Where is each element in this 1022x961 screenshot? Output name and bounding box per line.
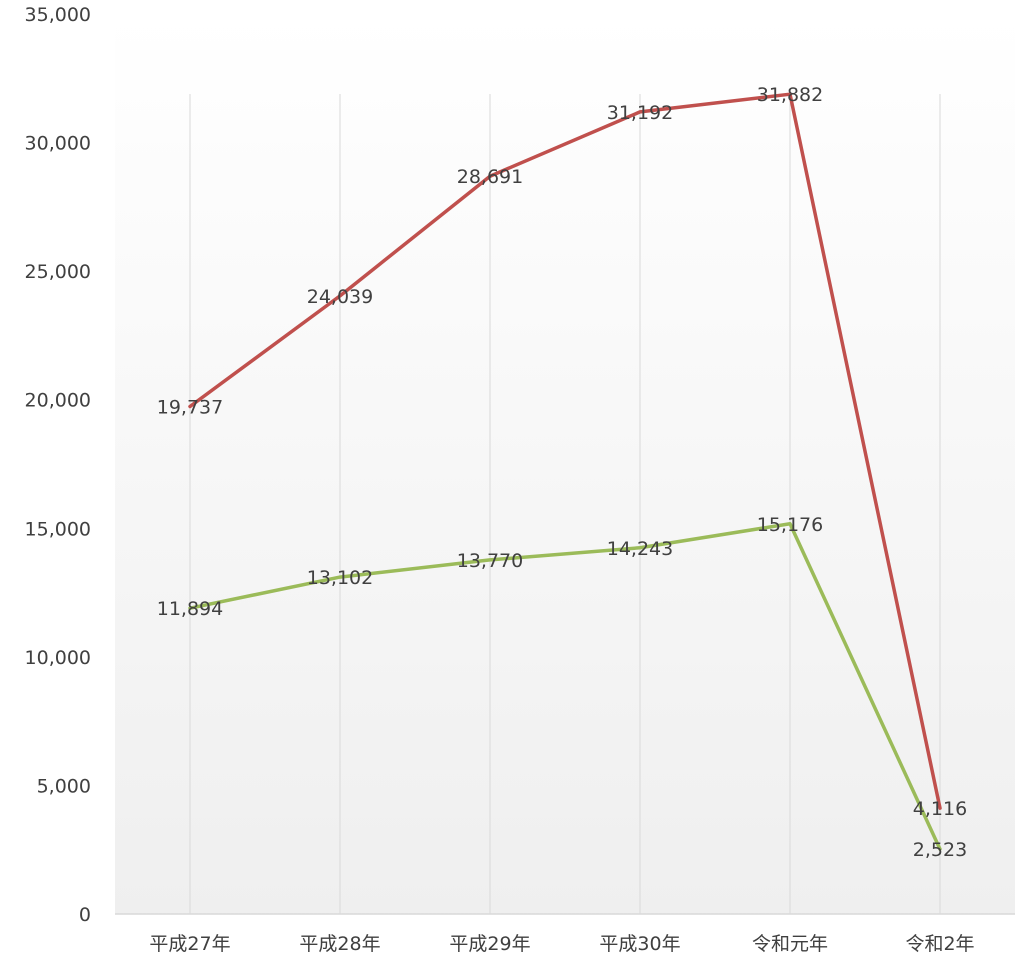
data-label: 13,770 [457, 550, 523, 572]
series-line [188, 92, 942, 810]
x-tick-label: 平成30年 [599, 933, 680, 955]
y-tick-label: 25,000 [25, 261, 91, 283]
x-tick-label: 令和元年 [752, 933, 828, 955]
x-axis-tick-labels: 平成27年 平成28年 平成29年 平成30年 令和元年 令和2年 [149, 933, 974, 955]
data-label: 13,102 [307, 567, 373, 589]
data-label: 28,691 [457, 166, 523, 188]
series-line [188, 522, 942, 851]
x-tick-label: 平成28年 [299, 933, 380, 955]
data-label: 24,039 [307, 286, 373, 308]
y-tick-label: 15,000 [25, 518, 91, 540]
y-tick-label: 20,000 [25, 390, 91, 412]
gridlines [189, 94, 941, 914]
y-tick-label: 35,000 [25, 4, 91, 26]
data-labels: 19,737 24,039 28,691 31,192 31,882 4,116 11,89… [157, 84, 967, 861]
data-label: 31,882 [757, 84, 823, 106]
series-lines [188, 92, 942, 851]
data-label: 2,523 [913, 839, 967, 861]
data-label: 15,176 [757, 514, 823, 536]
y-tick-label: 30,000 [25, 133, 91, 155]
plot-background [115, 14, 1015, 914]
y-tick-label: 10,000 [25, 647, 91, 669]
x-tick-label: 平成27年 [149, 933, 230, 955]
y-axis-tick-labels: 0 5,000 10,000 15,000 20,000 25,000 30,000 35,0… [25, 4, 91, 926]
data-label: 11,894 [157, 598, 223, 620]
data-label: 31,192 [607, 102, 673, 124]
data-label: 14,243 [607, 538, 673, 560]
x-tick-label: 令和2年 [905, 933, 974, 955]
data-label: 4,116 [913, 798, 967, 820]
y-tick-label: 0 [79, 904, 91, 926]
y-tick-label: 5,000 [37, 775, 91, 797]
x-tick-label: 平成29年 [449, 933, 530, 955]
data-label: 19,737 [157, 396, 223, 418]
